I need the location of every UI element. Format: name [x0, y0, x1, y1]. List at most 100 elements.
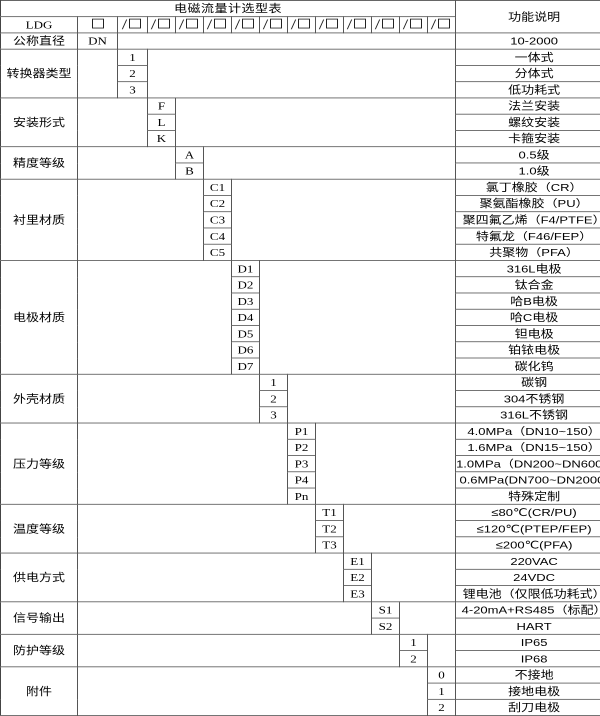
code-cell[interactable]: Pn: [287, 487, 316, 505]
spacer-left: [77, 488, 288, 505]
code-cell[interactable]: S1: [371, 601, 400, 619]
spacer-left: [77, 471, 288, 489]
slot-box-11[interactable]: [399, 16, 428, 34]
slot-box-1[interactable]: [117, 16, 148, 34]
table-row: C3 聚四氟乙烯（F4/PTFE）: [1, 211, 600, 229]
row-label-10: 信号输出: [0, 601, 78, 635]
spacer-left: [77, 601, 372, 619]
code-cell[interactable]: S2: [371, 617, 400, 635]
spacer-left: [77, 260, 232, 277]
table-row: E3 锂电池（仅限低功耗式）: [1, 585, 600, 603]
slot-box-0[interactable]: [77, 16, 118, 34]
spacer-right: [230, 244, 457, 261]
code-cell[interactable]: K: [147, 130, 176, 148]
code-cell[interactable]: P3: [287, 455, 316, 473]
spacer-right: [230, 195, 457, 212]
spacer-right: [258, 358, 457, 375]
empty-square-icon: [186, 18, 198, 29]
code-cell[interactable]: F: [147, 97, 176, 115]
slot-box-12[interactable]: [426, 16, 457, 34]
spacer-left: [77, 325, 232, 342]
description-cell: 低功耗式: [455, 81, 600, 99]
row-label-4: 衬里材质: [0, 178, 78, 261]
spacer-left: [77, 552, 344, 570]
code-cell[interactable]: C1: [203, 178, 232, 196]
code-cell[interactable]: C3: [203, 211, 232, 229]
spacer-left: [77, 309, 232, 326]
code-cell[interactable]: 2: [259, 390, 288, 408]
code-cell[interactable]: D7: [231, 357, 260, 375]
empty-square-icon: [91, 18, 104, 29]
description-cell: 1.6MPa（DN15~150）: [455, 438, 600, 456]
spacer-right: [258, 325, 457, 342]
slot-box-5[interactable]: [231, 16, 260, 34]
code-cell[interactable]: D1: [231, 260, 260, 278]
table-row: 信号输出 S1 4-20mA+RS485（标配）: [0, 601, 600, 635]
description-cell: 锂电池（仅限低功耗式）: [455, 585, 600, 603]
slot-box-9[interactable]: [343, 16, 372, 34]
row-label-3: 精度等级: [0, 146, 78, 180]
code-cell[interactable]: DN: [77, 32, 118, 50]
spacer-left: [77, 195, 204, 212]
code-cell[interactable]: A: [175, 146, 204, 164]
table-row: 转换器类型 1 一体式: [0, 48, 600, 99]
code-cell[interactable]: T3: [315, 536, 344, 554]
code-cell[interactable]: 1: [259, 373, 288, 391]
code-cell[interactable]: D6: [231, 341, 260, 359]
code-cell[interactable]: 3: [117, 81, 148, 99]
code-cell[interactable]: P4: [287, 471, 316, 489]
spacer-left: [77, 276, 232, 293]
slot-box-3[interactable]: [175, 16, 204, 34]
code-cell[interactable]: 2: [117, 65, 148, 83]
code-cell[interactable]: T1: [315, 503, 344, 521]
slot-box-2[interactable]: [147, 16, 176, 34]
code-cell[interactable]: 1: [426, 682, 457, 700]
spacer-right: [370, 552, 457, 570]
code-cell[interactable]: C2: [203, 195, 232, 213]
code-cell[interactable]: 1: [117, 48, 148, 66]
code-cell[interactable]: D4: [231, 308, 260, 326]
spacer-right: [286, 390, 457, 407]
code-cell[interactable]: D2: [231, 276, 260, 294]
code-cell[interactable]: 0: [426, 666, 457, 684]
description-cell: 哈C电极: [455, 308, 600, 326]
slot-box-7[interactable]: [287, 16, 316, 34]
table-row: 外壳材质 1 碳钢: [0, 373, 600, 424]
slot-box-10[interactable]: [371, 16, 400, 34]
code-cell[interactable]: P2: [287, 438, 316, 456]
table-title: 电磁流量计选型表: [0, 0, 457, 18]
spacer-left: [77, 633, 400, 651]
spacer-right: [146, 48, 457, 66]
code-cell[interactable]: C5: [203, 243, 232, 261]
code-cell[interactable]: 2: [399, 650, 428, 668]
slot-box-8[interactable]: [315, 16, 344, 34]
spacer-left: [77, 569, 344, 586]
code-cell[interactable]: D3: [231, 292, 260, 310]
spacer-right: [258, 260, 457, 277]
spacer-left: [77, 178, 204, 196]
code-cell[interactable]: E1: [343, 552, 372, 570]
slot-box-4[interactable]: [203, 16, 232, 34]
code-cell[interactable]: C4: [203, 227, 232, 245]
code-cell[interactable]: P1: [287, 422, 316, 440]
code-cell[interactable]: 2: [426, 698, 457, 716]
code-cell[interactable]: 3: [259, 406, 288, 424]
spacer-right: [230, 178, 457, 196]
description-cell: 一体式: [455, 48, 600, 66]
code-cell[interactable]: T2: [315, 520, 344, 538]
code-cell[interactable]: 1: [399, 633, 428, 651]
spacer-left: [77, 211, 204, 228]
table-row: D3 哈B电极: [1, 292, 600, 310]
spacer-right: [398, 618, 457, 635]
code-cell[interactable]: E3: [343, 585, 372, 603]
table-row: 温度等级 T1 ≤80℃(CR/PU): [0, 503, 600, 554]
code-cell[interactable]: E2: [343, 568, 372, 586]
code-cell[interactable]: B: [175, 162, 204, 180]
description-cell: 聚氨酯橡胶（PU）: [455, 195, 600, 213]
slot-box-6[interactable]: [259, 16, 288, 34]
spacer-right: [314, 455, 457, 472]
code-cell[interactable]: D5: [231, 325, 260, 343]
spacer-right: [230, 227, 457, 245]
code-cell[interactable]: L: [147, 113, 176, 131]
description-cell: 钛合金: [455, 276, 600, 294]
